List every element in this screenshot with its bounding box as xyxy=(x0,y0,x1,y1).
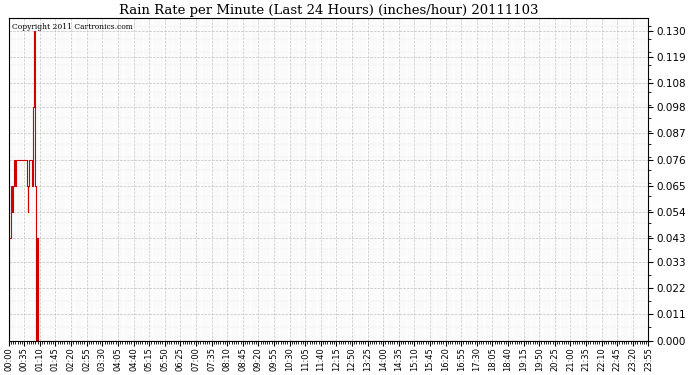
Title: Rain Rate per Minute (Last 24 Hours) (inches/hour) 20111103: Rain Rate per Minute (Last 24 Hours) (in… xyxy=(119,4,538,17)
Text: Copyright 2011 Cartronics.com: Copyright 2011 Cartronics.com xyxy=(12,23,132,31)
